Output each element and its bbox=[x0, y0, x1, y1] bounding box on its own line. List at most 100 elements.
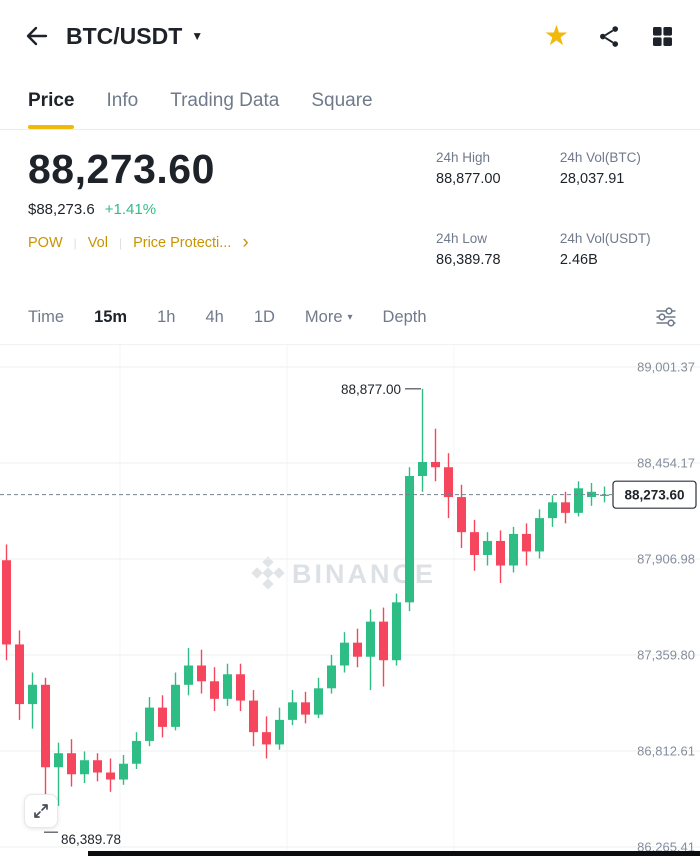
candle-body bbox=[353, 642, 362, 657]
active-tab-underline bbox=[28, 125, 75, 129]
interval-label: Depth bbox=[382, 307, 427, 326]
tab-label: Square bbox=[311, 89, 373, 111]
interval-label: 4h bbox=[205, 307, 224, 326]
candle-body bbox=[106, 772, 115, 780]
interval-15m[interactable]: 15m bbox=[94, 308, 127, 327]
divider: | bbox=[73, 235, 77, 250]
stats-grid: 24h High 88,877.00 24h Vol(BTC) 28,037.9… bbox=[436, 150, 672, 290]
candle-body bbox=[457, 497, 466, 533]
apps-menu-button[interactable] bbox=[650, 24, 674, 48]
candle-body bbox=[301, 702, 310, 715]
top-bar: BTC/USDT ▼ ★ bbox=[0, 0, 700, 72]
tab-info[interactable]: Info bbox=[106, 72, 138, 129]
candle-body bbox=[366, 621, 375, 657]
binance-logo-icon bbox=[251, 556, 285, 590]
gesture-bar bbox=[88, 851, 700, 856]
stat-24h-vol-btc: 24h Vol(BTC) 28,037.91 bbox=[560, 150, 672, 210]
chevron-right-icon[interactable]: › bbox=[242, 232, 249, 253]
candle-body bbox=[67, 753, 76, 775]
candlestick-chart[interactable]: BINANCE 89,001.37 88,454.17 87,906.98 87,35… bbox=[0, 345, 700, 856]
grid-icon bbox=[653, 27, 672, 46]
back-button[interactable] bbox=[24, 23, 50, 49]
stat-24h-high: 24h High 88,877.00 bbox=[436, 150, 522, 210]
candle-body bbox=[197, 665, 206, 682]
candle-body bbox=[379, 621, 388, 661]
candle-body bbox=[288, 702, 297, 720]
candle-body bbox=[392, 602, 401, 661]
interval-depth[interactable]: Depth bbox=[383, 308, 427, 327]
stat-value: 86,389.78 bbox=[436, 251, 501, 268]
candle-body bbox=[522, 533, 531, 552]
candle-body bbox=[561, 502, 570, 513]
fullscreen-button[interactable] bbox=[24, 794, 58, 828]
candle-body bbox=[249, 700, 258, 733]
candle-body bbox=[418, 461, 427, 477]
interval-1h[interactable]: 1h bbox=[157, 308, 175, 327]
stat-value: 28,037.91 bbox=[559, 171, 625, 187]
expand-icon bbox=[34, 804, 48, 818]
candle-body bbox=[483, 540, 492, 555]
candle-body bbox=[574, 488, 583, 513]
price-axis-label: 86,265.41 bbox=[637, 840, 695, 855]
high-annotation-label: 88,877.00 bbox=[341, 382, 401, 397]
candle-body bbox=[314, 688, 323, 715]
interval-more[interactable]: More ▾ bbox=[305, 308, 353, 327]
candle-body bbox=[119, 763, 128, 780]
candle-body bbox=[444, 467, 453, 498]
tab-square[interactable]: Square bbox=[311, 72, 372, 129]
candle-body bbox=[93, 760, 102, 773]
star-icon: ★ bbox=[543, 20, 569, 51]
last-price: 88,273.60 bbox=[28, 146, 215, 192]
share-icon bbox=[600, 25, 619, 47]
pow-tag[interactable]: POW bbox=[28, 234, 63, 251]
watermark-text: BINANCE bbox=[292, 559, 436, 589]
stat-label: 24h Low bbox=[436, 230, 488, 246]
candle-body bbox=[275, 719, 284, 745]
arrow-left-icon bbox=[26, 26, 48, 46]
candle-body bbox=[41, 684, 50, 768]
candle-body bbox=[54, 753, 63, 768]
favorite-button[interactable]: ★ bbox=[544, 22, 569, 50]
stat-24h-vol-usdt: 24h Vol(USDT) 2.46B bbox=[560, 231, 672, 291]
stat-label: 24h High bbox=[436, 150, 491, 165]
candle-body bbox=[2, 560, 11, 645]
interval-4h[interactable]: 4h bbox=[205, 308, 223, 327]
candle-body bbox=[236, 674, 245, 701]
candle-body bbox=[210, 681, 219, 699]
price-axis-label: 89,001.37 bbox=[637, 360, 695, 375]
price-axis-label: 88,454.17 bbox=[637, 456, 695, 471]
interval-time[interactable]: Time bbox=[28, 308, 64, 327]
interval-label: More bbox=[304, 307, 343, 326]
candle-body bbox=[262, 732, 271, 745]
chart-canvas[interactable]: BINANCE 89,001.37 88,454.17 87,906.98 87,35… bbox=[0, 345, 700, 856]
candle-body bbox=[132, 740, 141, 764]
candle-body bbox=[496, 540, 505, 566]
interval-bar: Time 15m 1h 4h 1D More ▾ Depth bbox=[0, 290, 700, 345]
change-percent: +1.41% bbox=[104, 201, 157, 218]
candle-body bbox=[509, 533, 518, 566]
candle-body bbox=[340, 642, 349, 666]
pair-title: BTC/USDT bbox=[66, 22, 183, 49]
interval-label: 1D bbox=[253, 307, 275, 326]
candle-body bbox=[223, 674, 232, 699]
low-annotation-label: 86,389.78 bbox=[61, 832, 121, 847]
share-button[interactable] bbox=[597, 24, 622, 49]
candle-body bbox=[158, 707, 167, 727]
last-price-box bbox=[612, 480, 697, 509]
price-protection-link[interactable]: Price Protecti... bbox=[133, 234, 232, 251]
interval-1d[interactable]: 1D bbox=[254, 308, 275, 327]
candle-body bbox=[548, 502, 557, 519]
tab-trading-data[interactable]: Trading Data bbox=[170, 72, 279, 129]
pair-selector[interactable]: BTC/USDT ▼ bbox=[66, 23, 203, 50]
chevron-down-icon: ▾ bbox=[347, 311, 353, 323]
tab-label: Price bbox=[28, 89, 75, 111]
tab-price[interactable]: Price bbox=[28, 72, 74, 129]
candle-body bbox=[28, 684, 37, 705]
price-axis-label: 87,906.98 bbox=[637, 552, 695, 567]
indicator-settings-button[interactable] bbox=[654, 305, 678, 329]
stat-value: 88,877.00 bbox=[436, 171, 501, 187]
price-panel: 88,273.60 $88,273.6 +1.41% POW | Vol | P… bbox=[0, 130, 700, 290]
vol-tag[interactable]: Vol bbox=[87, 234, 108, 251]
interval-label: 1h bbox=[157, 307, 176, 326]
candle-body bbox=[600, 494, 609, 496]
